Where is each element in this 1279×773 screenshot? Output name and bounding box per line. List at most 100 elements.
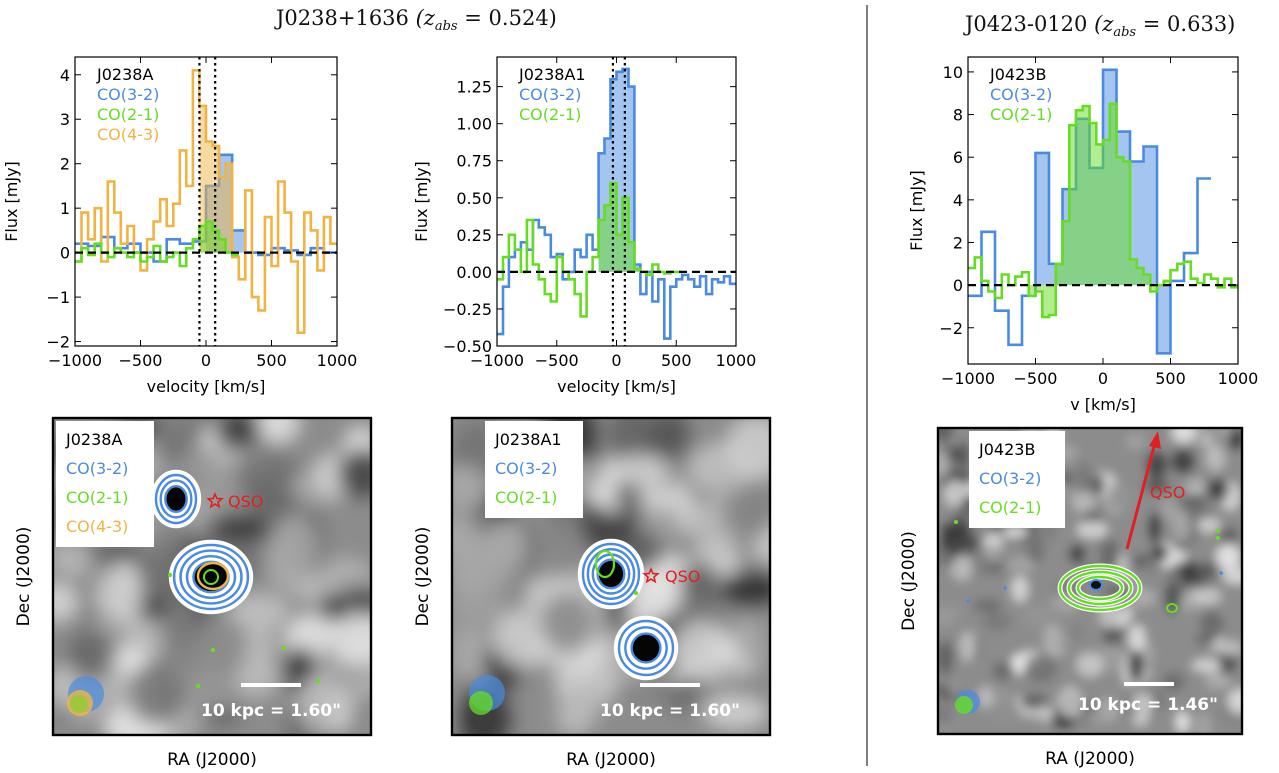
noise-blob xyxy=(1068,544,1087,565)
co21-contour xyxy=(1076,575,1124,601)
noise-blob xyxy=(946,681,963,696)
co32-contour xyxy=(630,632,662,664)
noise-blob xyxy=(215,418,260,452)
noise-blob xyxy=(725,418,770,479)
bar-fill-CO(2-1) xyxy=(206,221,213,253)
y-axis-label: Flux [mJy] xyxy=(412,161,431,242)
noise-blob xyxy=(991,661,1015,681)
x-tick-label: 0 xyxy=(1098,369,1108,388)
noise-blob xyxy=(1216,649,1237,675)
noise-blob xyxy=(1036,705,1056,722)
noise-blob xyxy=(452,587,515,627)
y-tick-label: 1 xyxy=(60,199,70,218)
co21-speck xyxy=(167,572,173,578)
noise-blob xyxy=(66,629,116,680)
y-tick-label: −0.25 xyxy=(443,300,492,319)
title-right-name: J0423-0120 xyxy=(965,12,1088,36)
noise-blob xyxy=(938,547,953,567)
co21-speck xyxy=(315,678,321,684)
map-legend-entry: J0238A xyxy=(65,430,122,449)
noise-blob xyxy=(452,624,486,680)
map-legend-entry: CO(2-1) xyxy=(66,488,128,507)
plot-area xyxy=(75,57,337,346)
qso-direction-arrow xyxy=(1125,442,1157,550)
noise-blob xyxy=(1002,525,1029,538)
co21-contour xyxy=(1166,603,1178,613)
bar-fill-CO(2-1) xyxy=(616,234,623,272)
legend-entry: CO(4-3) xyxy=(97,125,159,144)
noise-blob xyxy=(1170,448,1196,474)
noise-blob xyxy=(960,631,976,662)
noise-blob xyxy=(1193,711,1212,734)
legend-entry: CO(2-1) xyxy=(519,105,581,124)
map-legend-entry: CO(3-2) xyxy=(495,459,557,478)
noise-blob xyxy=(1190,503,1214,519)
bar-fill-CO(3-2) xyxy=(628,86,635,272)
noise-blob xyxy=(298,670,340,735)
x-tick-label: 1000 xyxy=(1218,369,1259,388)
map-legend-entry: J0423B xyxy=(978,440,1035,459)
bar-fill-CO(2-1) xyxy=(212,230,220,253)
series-line-CO(3-2) xyxy=(497,67,736,340)
noise-blob xyxy=(1128,651,1144,682)
noise-blob xyxy=(160,598,200,666)
co32-contour-halo xyxy=(620,622,672,674)
legend-entry: CO(2-1) xyxy=(990,105,1052,124)
y-tick-label: 10 xyxy=(943,63,963,82)
legend-entry: J0423B xyxy=(989,65,1046,84)
bar-fill-CO(2-1) xyxy=(1109,103,1117,286)
bar-fill-CO(3-2) xyxy=(1143,146,1157,286)
map-legend-entry: J0238A1 xyxy=(494,430,562,449)
bar-fill-CO(4-3) xyxy=(199,105,206,253)
map-J0238A1: J0238A1 CO(3-2) CO(2-1) QSO 10 kpc = 1.60" RA… xyxy=(413,416,772,770)
co32-contour-halo xyxy=(582,544,640,604)
y-tick-label: 2 xyxy=(60,155,70,174)
noise-blob xyxy=(53,583,78,621)
co32-contour-halo xyxy=(592,554,630,594)
noise-blob xyxy=(982,560,1006,575)
map-x-label: RA (J2000) xyxy=(566,750,656,770)
map-y-label: Dec (J2000) xyxy=(14,527,34,627)
noise-blob xyxy=(452,464,486,513)
noise-blob xyxy=(938,606,956,628)
noise-blob xyxy=(1216,544,1241,570)
bar-fill-CO(3-2) xyxy=(1157,285,1171,354)
co43-contour xyxy=(196,561,230,591)
map-legend-entry: CO(4-3) xyxy=(66,517,128,536)
co32-contour xyxy=(159,479,193,519)
co21-speck xyxy=(1216,529,1220,533)
noise-blob xyxy=(1172,510,1190,541)
x-axis-label: v [km/s] xyxy=(1070,395,1136,414)
noise-blob xyxy=(938,649,953,677)
y-tick-label: −0.50 xyxy=(443,337,492,356)
y-tick-label: 1.00 xyxy=(456,115,492,134)
co21-speck xyxy=(633,590,639,596)
bar-fill-CO(4-3) xyxy=(225,163,233,253)
plot-area xyxy=(497,57,736,346)
bar-fill-CO(4-3) xyxy=(212,145,220,253)
legend-entry: CO(3-2) xyxy=(519,85,581,104)
y-axis-label: Flux [mJy] xyxy=(907,170,926,251)
noise-blob xyxy=(1222,567,1242,584)
noise-blob xyxy=(972,598,1002,613)
noise-blob xyxy=(229,450,286,482)
bar-fill-CO(4-3) xyxy=(219,177,226,253)
beam-co21 xyxy=(469,691,493,715)
plot-area xyxy=(968,68,1238,355)
spectrum-J0238A1: −1000 −500 0 500 1000 −0.50 −0.25 0.00 0.25 0.50 0… xyxy=(412,56,756,396)
noise-blob xyxy=(992,704,1019,724)
map-image: J0423B CO(3-2) CO(2-1) QSO 10 kpc = 1.46" xyxy=(938,428,1242,734)
x-tick-label: −1000 xyxy=(470,351,524,370)
bar-fill-CO(2-1) xyxy=(1143,274,1151,286)
map-legend-box xyxy=(485,421,583,518)
bar-fill-CO(2-1) xyxy=(622,197,629,272)
noise-blob xyxy=(978,685,994,709)
x-tick-label: −500 xyxy=(119,351,163,370)
bar-fill-CO(2-1) xyxy=(598,220,605,272)
map-legend-entry: CO(3-2) xyxy=(66,459,128,478)
bar-fill-CO(2-1) xyxy=(1123,161,1130,286)
noise-blob xyxy=(672,620,731,680)
noise-blob xyxy=(1131,692,1155,715)
co32-contour-halo xyxy=(175,545,247,609)
